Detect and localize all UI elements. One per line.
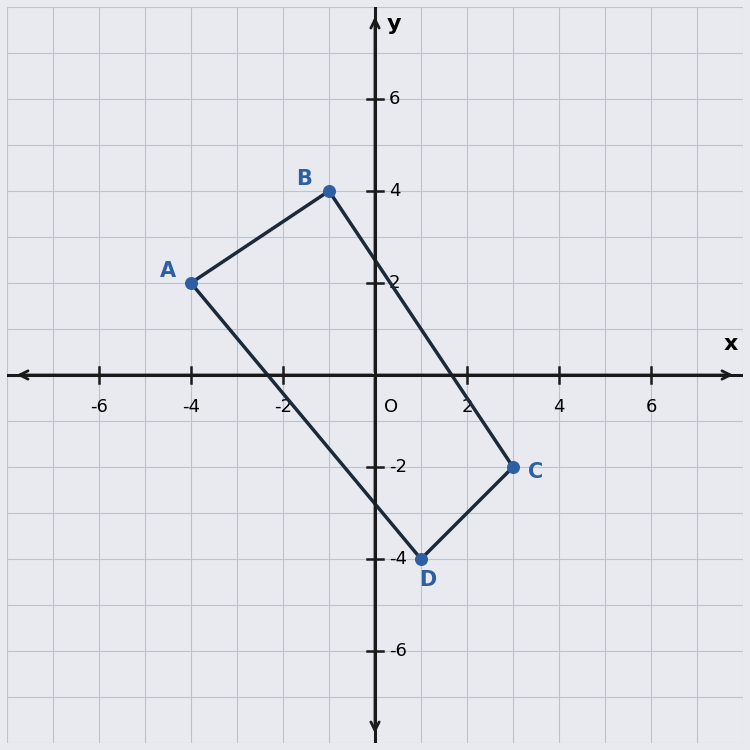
Text: C: C — [529, 461, 544, 482]
Text: 2: 2 — [461, 398, 472, 416]
Point — [323, 185, 335, 197]
Point — [185, 277, 197, 289]
Text: -6: -6 — [90, 398, 108, 416]
Text: y: y — [386, 13, 401, 34]
Text: 2: 2 — [388, 274, 400, 292]
Text: -2: -2 — [388, 458, 406, 476]
Point — [507, 461, 519, 473]
Text: A: A — [160, 262, 176, 281]
Point — [415, 553, 427, 565]
Text: -2: -2 — [274, 398, 292, 416]
Text: 6: 6 — [388, 90, 400, 108]
Text: 4: 4 — [388, 182, 400, 200]
Text: O: O — [384, 398, 398, 416]
Text: -4: -4 — [182, 398, 200, 416]
Text: x: x — [724, 334, 739, 354]
Text: 4: 4 — [554, 398, 565, 416]
Text: 6: 6 — [645, 398, 657, 416]
Text: -6: -6 — [388, 642, 406, 660]
Text: D: D — [419, 570, 436, 590]
Text: B: B — [296, 170, 312, 190]
Text: -4: -4 — [388, 550, 406, 568]
